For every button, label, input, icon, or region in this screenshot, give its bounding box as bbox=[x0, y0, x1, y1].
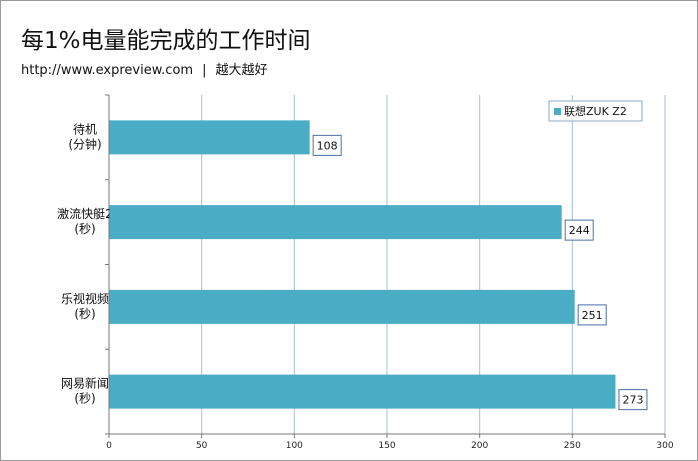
subtitle-note: 越大越好 bbox=[215, 63, 268, 78]
x-tick-label: 300 bbox=[656, 441, 673, 451]
legend-box bbox=[548, 100, 643, 122]
x-tick-label: 0 bbox=[106, 441, 112, 451]
data-label-box bbox=[564, 219, 594, 241]
category-label-line: (秒) bbox=[74, 222, 95, 236]
category-label-line: 待机 bbox=[73, 122, 97, 136]
data-label-box bbox=[618, 389, 648, 411]
data-label: 244 bbox=[569, 224, 590, 237]
bar bbox=[109, 374, 616, 409]
bar bbox=[109, 289, 575, 324]
chart-title: 每1%电量能完成的工作时间 bbox=[21, 28, 311, 54]
category-label: 网易新闻(秒) bbox=[61, 376, 109, 406]
data-label-box bbox=[312, 134, 342, 156]
category-label: 激流快艇2 (秒) bbox=[57, 207, 113, 236]
x-tick-label: 50 bbox=[196, 441, 208, 451]
bar bbox=[109, 205, 562, 240]
x-tick-label: 100 bbox=[286, 441, 303, 451]
category-label-line: (分钟) bbox=[68, 136, 101, 151]
source-url: http://www.expreview.com bbox=[21, 63, 194, 78]
bar bbox=[109, 120, 310, 155]
category-label-line: 网易新闻 bbox=[61, 376, 109, 391]
category-label-line: 乐视视频 bbox=[61, 291, 109, 306]
data-label: 251 bbox=[582, 309, 603, 322]
category-label-line: 激流快艇2 bbox=[57, 207, 113, 221]
x-tick-label: 250 bbox=[564, 441, 581, 451]
chart-subtitle: http://www.expreview.com | 越大越好 bbox=[21, 59, 267, 78]
legend-swatch bbox=[554, 108, 561, 115]
category-label: 待机(分钟) bbox=[68, 122, 101, 151]
data-label: 108 bbox=[317, 139, 338, 152]
x-tick-label: 200 bbox=[471, 441, 488, 451]
category-label-line: (秒) bbox=[74, 392, 95, 406]
legend-label: 联想ZUK Z2 bbox=[564, 104, 627, 118]
x-tick-label: 150 bbox=[378, 441, 395, 451]
data-label: 273 bbox=[622, 394, 643, 407]
category-label: 乐视视频(秒) bbox=[61, 291, 109, 321]
subtitle-separator: | bbox=[202, 63, 207, 78]
data-label-box bbox=[577, 304, 607, 326]
category-label-line: (秒) bbox=[74, 307, 95, 321]
